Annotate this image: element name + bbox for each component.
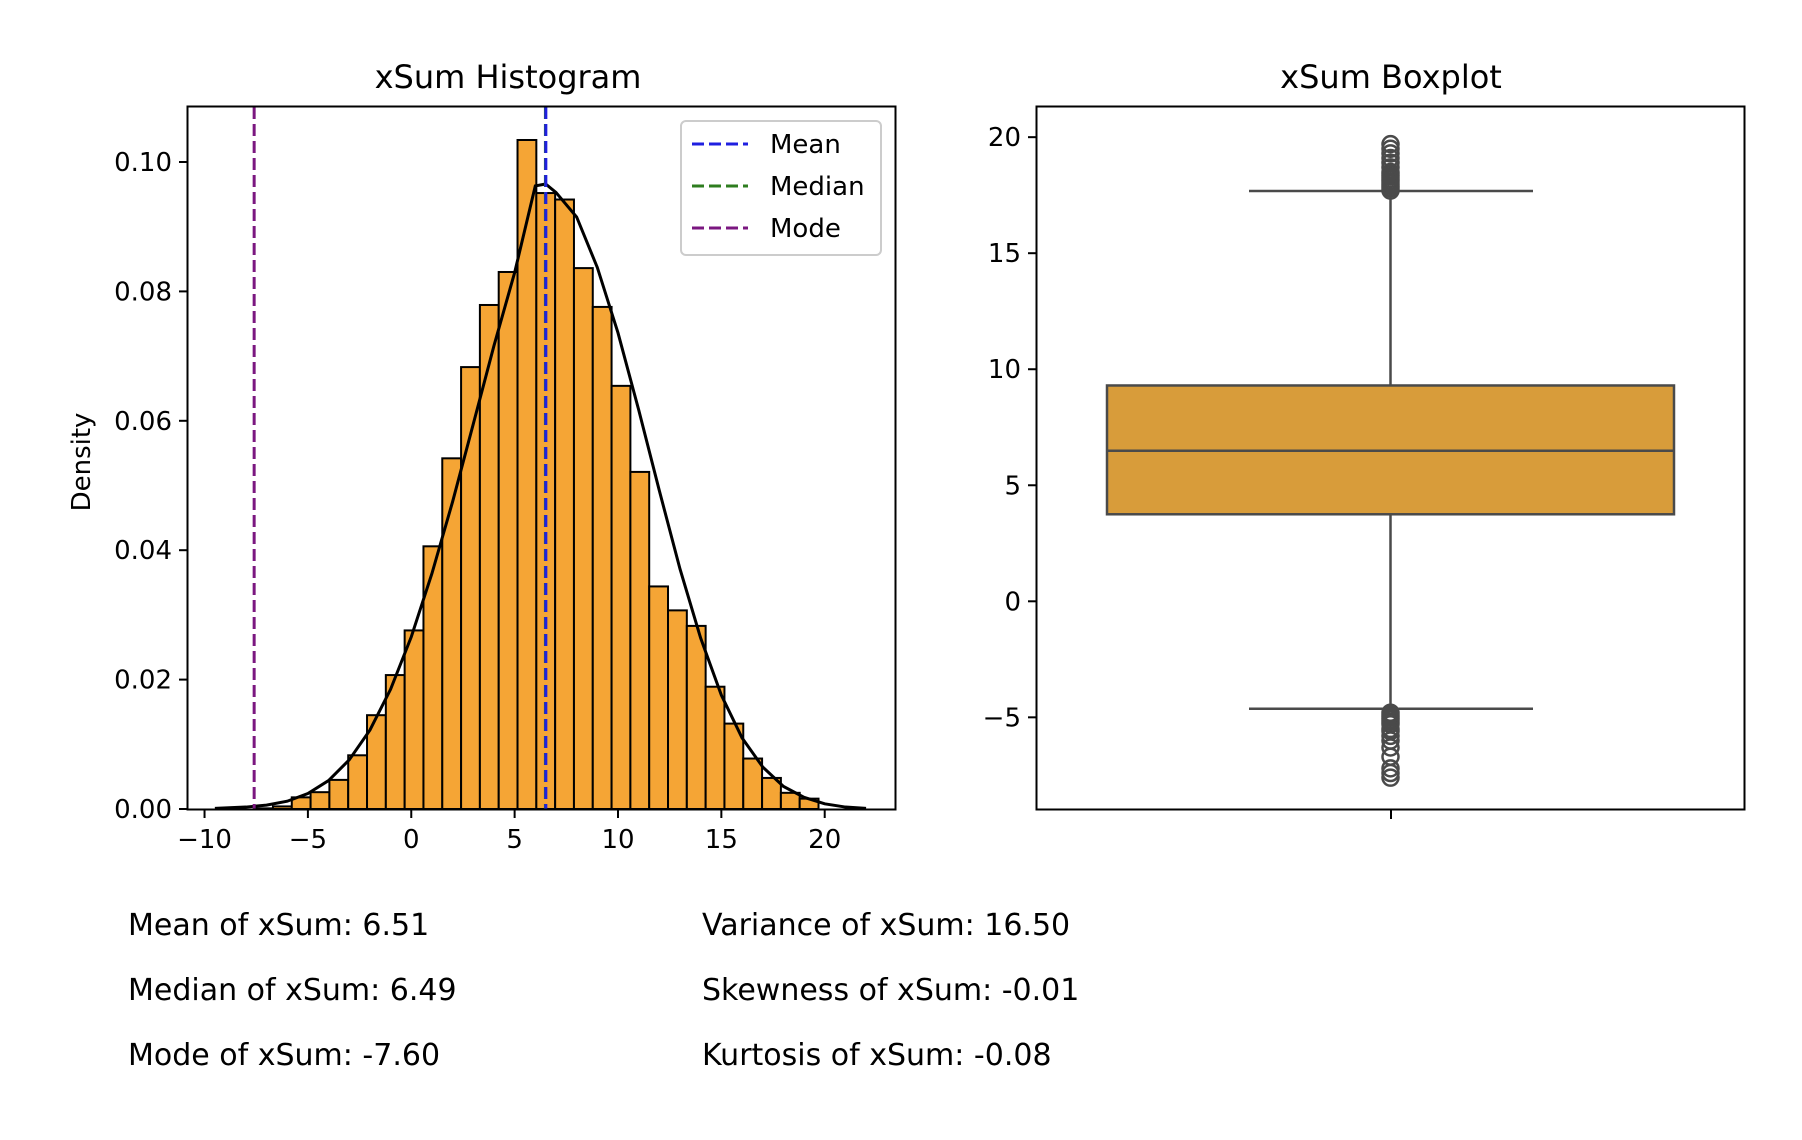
boxplot-y-tick-label: 10 <box>988 355 1021 385</box>
histogram-y-axis-label: Density <box>67 413 97 512</box>
histogram-y-tick-label: 0.10 <box>114 148 172 178</box>
histogram-bar <box>554 198 575 810</box>
stat-mode: Mode of xSum: -7.60 <box>128 1038 441 1073</box>
stat-skewness: Skewness of xSum: -0.01 <box>702 973 1080 1008</box>
histogram-y-tick-label: 0.08 <box>114 277 172 307</box>
histogram-x-tick-label: 5 <box>506 825 523 855</box>
legend: Mean Median Mode <box>680 120 882 256</box>
histogram-y-tick-label: 0.06 <box>114 407 172 437</box>
boxplot-y-tick-label: −5 <box>983 703 1021 733</box>
histogram-bar <box>704 685 726 810</box>
outlier-point <box>1381 768 1400 787</box>
boxplot-panel: xSum Boxplot −5 0 5 10 15 20 <box>983 58 1746 819</box>
histogram-x-tick-label: 20 <box>808 825 841 855</box>
histogram-x-tick-label: −5 <box>289 825 327 855</box>
legend-label-mean: Mean <box>770 130 841 160</box>
histogram-y-tick-label: 0.04 <box>114 536 172 566</box>
histogram-bar <box>591 305 613 810</box>
histogram-x-tick-label: −10 <box>177 825 232 855</box>
boxplot-title: xSum Boxplot <box>1280 58 1502 96</box>
stat-median: Median of xSum: 6.49 <box>128 973 457 1008</box>
stat-kurtosis: Kurtosis of xSum: -0.08 <box>702 1038 1052 1073</box>
histogram-title: xSum Histogram <box>375 58 642 96</box>
histogram-panel: xSum Histogram Density −10 −5 0 5 10 15 20 0.0… <box>67 58 897 855</box>
outlier-point <box>1381 738 1400 757</box>
histogram-x-tick-label: 15 <box>705 825 738 855</box>
histogram-bar <box>685 624 707 811</box>
histogram-bar <box>648 585 670 810</box>
legend-label-median: Median <box>770 172 865 202</box>
histogram-bar <box>347 754 369 811</box>
histogram-bar <box>742 757 764 810</box>
histogram-bar <box>629 470 651 810</box>
histogram-bar <box>422 545 444 810</box>
boxplot-y-tick-label: 0 <box>1004 587 1021 617</box>
stat-variance: Variance of xSum: 16.50 <box>702 908 1071 943</box>
histogram-bar <box>441 457 463 810</box>
histogram-bar <box>779 791 801 811</box>
outlier-point <box>1381 134 1400 154</box>
histogram-bar <box>478 303 500 810</box>
legend-label-mode: Mode <box>770 214 841 244</box>
histogram-y-tick-label: 0.00 <box>114 795 172 825</box>
boxplot-y-tick-label: 5 <box>1004 471 1021 501</box>
histogram-bar <box>610 384 632 810</box>
histogram-bar <box>403 629 425 811</box>
legend-box <box>680 120 882 256</box>
histogram-axes-frame <box>186 105 897 811</box>
histogram-bar <box>572 267 594 811</box>
boxplot-y-tick-label: 15 <box>988 239 1021 269</box>
histogram-y-tick-label: 0.02 <box>114 666 172 696</box>
histogram-x-tick-label: 10 <box>601 825 634 855</box>
histogram-bar <box>309 791 331 810</box>
histogram-bar <box>497 270 519 811</box>
boxplot-y-tick-label: 20 <box>988 123 1021 153</box>
histogram-bar <box>516 138 538 810</box>
stat-mean: Mean of xSum: 6.51 <box>128 908 430 943</box>
histogram-x-tick-label: 0 <box>403 825 420 855</box>
boxplot-axes-frame <box>1035 105 1746 811</box>
histogram-bar <box>328 778 350 810</box>
histogram-bar <box>667 609 688 810</box>
